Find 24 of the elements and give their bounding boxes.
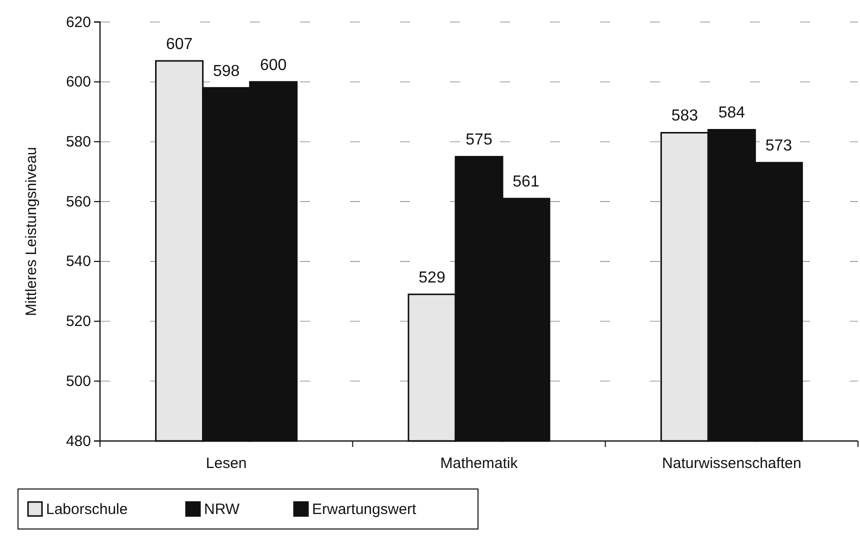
y-tick-label: 620 — [66, 14, 91, 31]
x-tick-label: Lesen — [206, 455, 247, 472]
legend-label: Erwartungswert — [312, 501, 418, 518]
y-tick-label: 580 — [66, 134, 91, 151]
data-label: 573 — [765, 138, 792, 155]
x-tick-label: Mathematik — [440, 455, 518, 472]
y-tick-label: 540 — [66, 253, 91, 270]
data-label: 600 — [260, 56, 287, 74]
y-tick-label: 500 — [66, 372, 91, 390]
y-tick-label: 520 — [66, 313, 91, 330]
data-label: 607 — [166, 36, 193, 53]
y-tick-label: 560 — [66, 193, 91, 210]
y-axis-title: Mittleres Leistungsniveau — [23, 146, 40, 316]
x-tick-label: Naturwissenschaften — [662, 455, 802, 472]
legend-label: NRW — [204, 501, 240, 518]
y-tick-label: 480 — [66, 432, 91, 450]
data-label: 529 — [418, 269, 446, 286]
data-label: 561 — [512, 174, 540, 191]
legend-label: Laborschule — [46, 501, 128, 518]
data-label: 584 — [718, 104, 746, 122]
data-label: 598 — [212, 62, 240, 80]
data-label: 583 — [671, 108, 698, 125]
data-label: 575 — [466, 132, 492, 149]
y-tick-label: 600 — [66, 74, 91, 91]
